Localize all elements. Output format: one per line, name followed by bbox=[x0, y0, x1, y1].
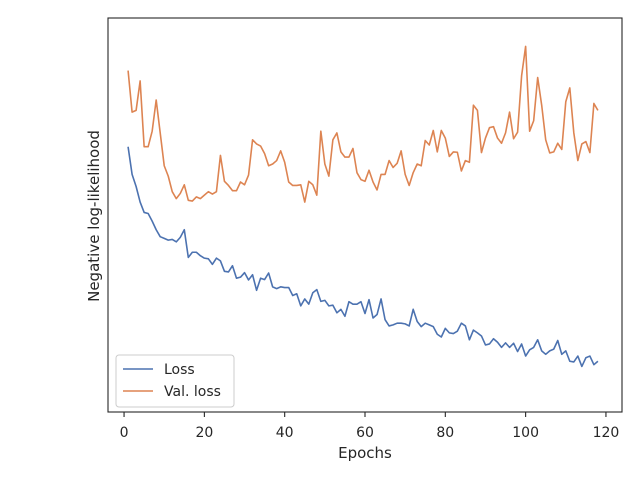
x-axis: 0 20 40 60 80 100 120 bbox=[120, 412, 620, 441]
series-line-val-loss bbox=[127, 45, 599, 203]
legend-label-val-loss: Val. loss bbox=[164, 384, 221, 400]
x-tick-label-120: 120 bbox=[593, 425, 620, 441]
series-line-loss bbox=[127, 146, 599, 368]
legend-box bbox=[115, 354, 235, 408]
y-axis-label: Negative log-likelihood bbox=[85, 130, 103, 302]
x-tick-label-40: 40 bbox=[276, 425, 294, 441]
x-tick-label-0: 0 bbox=[120, 425, 129, 441]
legend: Loss Val. loss bbox=[115, 354, 235, 408]
x-axis-label: Epochs bbox=[338, 444, 392, 462]
x-tick-label-100: 100 bbox=[512, 425, 539, 441]
x-tick-label-20: 20 bbox=[195, 425, 213, 441]
series-layer bbox=[127, 45, 599, 368]
legend-label-loss: Loss bbox=[164, 362, 195, 378]
x-tick-label-60: 60 bbox=[356, 425, 374, 441]
x-tick-label-80: 80 bbox=[436, 425, 454, 441]
